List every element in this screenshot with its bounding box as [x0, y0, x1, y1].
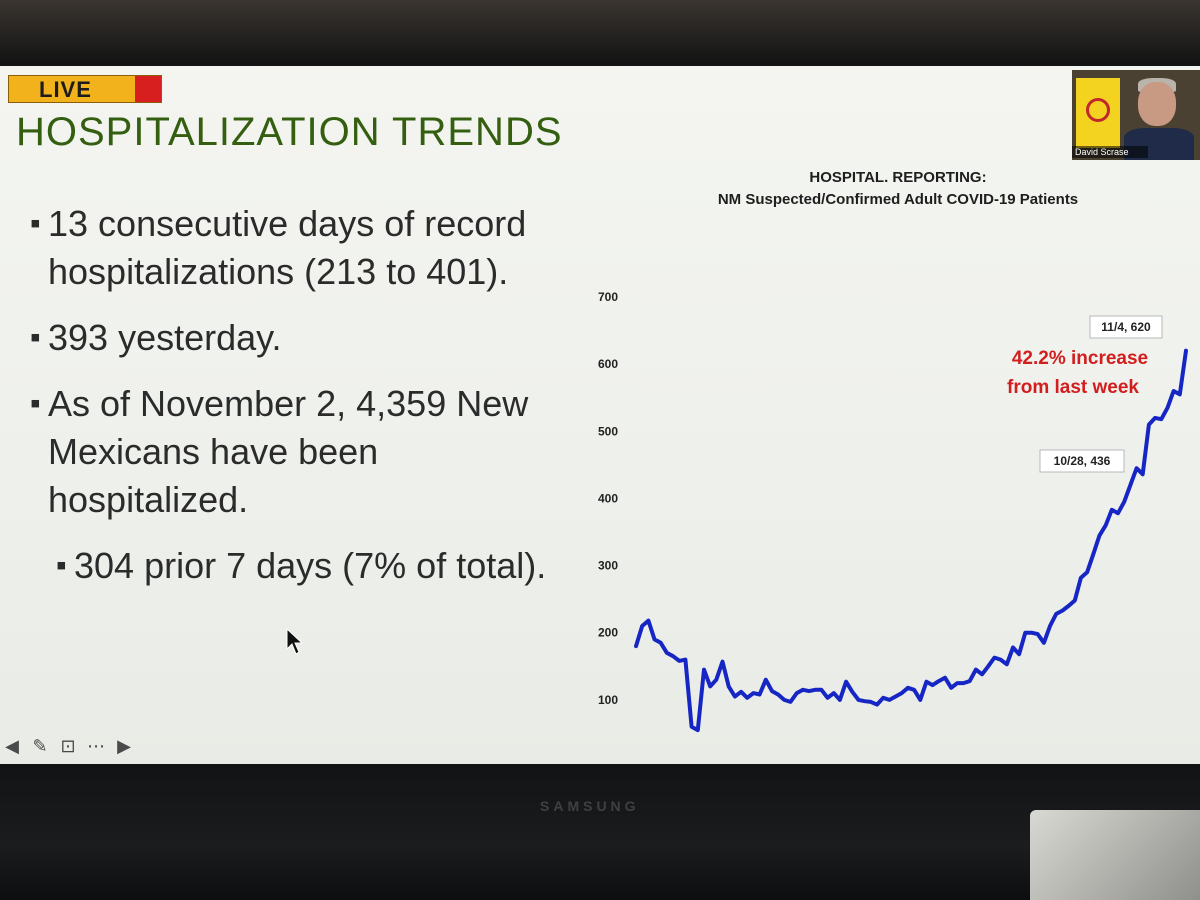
- hospitalization-chart: HOSPITAL. REPORTING: NM Suspected/Confir…: [598, 169, 1188, 762]
- webcam-name-label: David Scrase: [1072, 146, 1148, 158]
- live-badge-red-block: [135, 76, 161, 102]
- series-line: [634, 348, 1188, 733]
- presenter-toolbar: ◀ ✎ ⊡ ⋯ ▶: [0, 734, 136, 764]
- bullet-item: ▪ As of November 2, 4,359 New Mexicans h…: [30, 380, 570, 524]
- presentation-screen: LIVE HOSPITALIZATION TRENDS ▪ 13 consecu…: [0, 66, 1200, 764]
- bullet-marker-icon: ▪: [30, 207, 41, 240]
- sub-bullet-item: ▪ 304 prior 7 days (7% of total).: [30, 542, 570, 590]
- bullet-item: ▪ 393 yesterday.: [30, 314, 570, 362]
- arrow-left-icon[interactable]: ◀: [5, 736, 19, 756]
- y-axis-ticks: 0 100 200 300 400 500 600 700: [598, 290, 618, 762]
- tv-bezel-top: [0, 0, 1200, 70]
- y-tick-label: 700: [598, 290, 618, 304]
- bullet-text: 13 consecutive days of record hospitaliz…: [48, 203, 527, 292]
- tv-brand-logo: SAMSUNG: [540, 798, 640, 814]
- slides-icon[interactable]: ⊡: [60, 736, 76, 756]
- y-tick-label: 400: [598, 491, 618, 505]
- callout-label: 11/4, 620: [1101, 320, 1151, 334]
- bullet-marker-icon: ▪: [56, 549, 67, 582]
- y-tick-label: 300: [598, 559, 618, 573]
- y-tick-label: 600: [598, 357, 618, 371]
- tv-bezel-bottom: [0, 764, 1200, 900]
- webcam-thumbnail[interactable]: David Scrase: [1072, 70, 1200, 160]
- increase-annotation-line2: from last week: [1007, 377, 1139, 398]
- chart-subtitle: NM Suspected/Confirmed Adult COVID-19 Pa…: [718, 191, 1078, 208]
- live-badge-label: LIVE: [39, 77, 92, 102]
- callout: 11/4, 620: [1089, 315, 1163, 339]
- callout-box: [1039, 449, 1125, 473]
- zia-symbol-icon: [1086, 98, 1110, 122]
- chart-title: HOSPITAL. REPORTING:: [809, 169, 986, 186]
- callout-box: [1089, 315, 1163, 339]
- y-tick-label: 100: [598, 693, 618, 707]
- live-badge: LIVE: [8, 75, 162, 103]
- presenter-face: [1138, 82, 1176, 126]
- increase-annotation-line1: 42.2% increase: [1012, 348, 1148, 369]
- slide-title: HOSPITALIZATION TRENDS: [16, 110, 563, 154]
- y-tick-label: 0: [611, 760, 618, 762]
- bullet-list: ▪ 13 consecutive days of record hospital…: [30, 200, 570, 608]
- callout: 10/28, 436: [1039, 449, 1125, 473]
- mouse-cursor-icon: [286, 628, 304, 655]
- bullet-text: 304 prior 7 days (7% of total).: [74, 545, 547, 586]
- bullet-marker-icon: ▪: [30, 321, 41, 354]
- bullet-item: ▪ 13 consecutive days of record hospital…: [30, 200, 570, 296]
- pen-icon[interactable]: ✎: [32, 736, 48, 756]
- arrow-right-icon[interactable]: ▶: [117, 736, 131, 756]
- more-icon[interactable]: ⋯: [87, 736, 105, 756]
- callouts: 10/28, 436 11/4, 620: [1039, 315, 1163, 473]
- callout-label: 10/28, 436: [1054, 454, 1111, 468]
- bullet-text: 393 yesterday.: [48, 317, 282, 358]
- y-tick-label: 500: [598, 424, 618, 438]
- bullet-text: As of November 2, 4,359 New Mexicans hav…: [48, 383, 529, 520]
- bullet-marker-icon: ▪: [30, 387, 41, 420]
- y-tick-label: 200: [598, 626, 618, 640]
- background-object: [1030, 810, 1200, 900]
